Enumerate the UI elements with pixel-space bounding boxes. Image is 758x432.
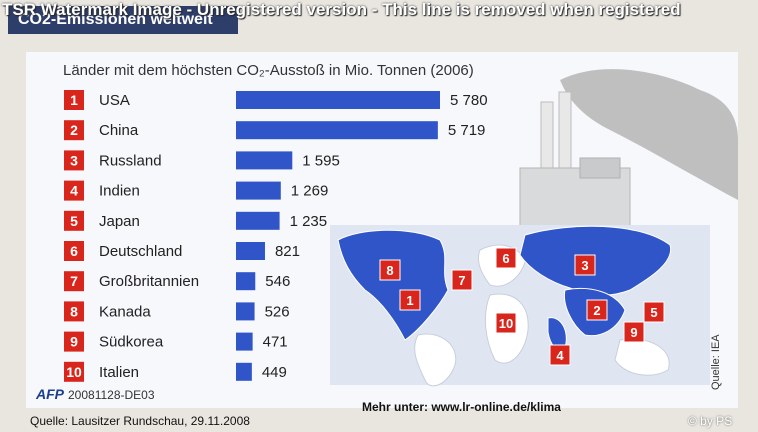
rank-badge — [64, 180, 84, 201]
map-rank-label: 6 — [502, 251, 509, 266]
map-rank-label: 9 — [630, 325, 637, 340]
rank-label: 2 — [70, 122, 78, 138]
value-label: 5 719 — [448, 122, 486, 139]
map-rank-badge — [399, 289, 421, 311]
category-label: Indien — [99, 183, 140, 200]
rank-badge — [64, 301, 84, 322]
map-markers: 1 2 3 4 5 6 7 8 9 10 — [379, 247, 665, 366]
smoke-cloud-shape — [560, 69, 738, 200]
header-band: CO2-Emissionen weltweit — [8, 6, 238, 34]
map-rank-label: 8 — [386, 263, 393, 278]
bar — [236, 151, 293, 170]
map-rank-label: 7 — [458, 273, 465, 288]
north-america-shape — [337, 229, 449, 341]
rank-badge — [64, 120, 84, 141]
category-label: Deutschland — [99, 243, 182, 260]
rank-badge — [64, 241, 84, 261]
rank-label: 9 — [70, 334, 78, 350]
map-rank-label: 10 — [499, 316, 513, 331]
rank-label: 6 — [70, 243, 78, 259]
value-label: 546 — [265, 273, 290, 290]
map-rank-badge — [379, 259, 401, 281]
chart-title: Länder mit dem höchsten CO₂-Ausstoß in M… — [63, 62, 474, 79]
map-rank-label: 1 — [406, 293, 413, 308]
bar — [236, 272, 256, 291]
rank-badge — [64, 210, 84, 231]
map-rank-badge — [574, 254, 596, 276]
value-label: 471 — [263, 334, 288, 351]
bar — [236, 362, 252, 381]
map-rank-badge — [623, 321, 645, 343]
category-label: Japan — [99, 213, 140, 230]
bar — [236, 181, 281, 200]
rank-label: 8 — [70, 303, 78, 319]
rank-badge — [64, 271, 84, 292]
value-label: 526 — [265, 303, 290, 320]
map-rank-label: 5 — [650, 305, 657, 320]
rank-label: 10 — [66, 364, 82, 380]
category-label: Kanada — [99, 303, 151, 320]
bar — [236, 121, 438, 140]
category-label: Italien — [99, 364, 139, 381]
value-label: 1 235 — [290, 213, 328, 230]
map-rank-badge — [495, 312, 517, 334]
map-rank-badge — [451, 269, 473, 291]
afp-logo: AFP — [36, 386, 64, 402]
afp-code: 20081128-DE03 — [68, 388, 155, 402]
rank-badge — [64, 90, 84, 110]
map-rank-label: 2 — [593, 303, 600, 318]
copyright-text: © by PS — [688, 414, 733, 428]
rank-badge — [64, 361, 84, 382]
map-rank-badge — [495, 247, 517, 269]
bar — [236, 211, 280, 230]
bar — [236, 332, 253, 351]
australia-shape — [614, 338, 670, 376]
south-america-shape — [414, 333, 457, 387]
rank-label: 7 — [70, 273, 78, 289]
source-credit: Quelle: IEA — [710, 334, 722, 390]
factory-roof — [579, 157, 621, 179]
rank-badge — [64, 150, 84, 171]
value-label: 821 — [275, 243, 300, 260]
category-label: China — [99, 122, 139, 139]
factory-illustration — [519, 69, 738, 239]
rank-badge — [64, 331, 84, 352]
value-label: 1 595 — [302, 152, 340, 169]
bar — [236, 242, 265, 260]
rank-label: 3 — [70, 152, 78, 168]
rank-label: 1 — [70, 92, 78, 108]
map-rank-label: 4 — [556, 348, 564, 363]
map-rank-badge — [643, 301, 665, 323]
map-rank-badge — [549, 344, 571, 366]
category-label: USA — [99, 92, 130, 109]
map-rank-badge — [586, 299, 608, 321]
value-label: 5 780 — [450, 92, 488, 109]
value-label: 1 269 — [291, 183, 329, 200]
category-label: Großbritannien — [99, 273, 199, 290]
afp-credit: AFP 20081128-DE03 — [36, 386, 155, 402]
watermark-text: TSR Watermark Image - Unregistered versi… — [2, 0, 681, 19]
more-info-link[interactable]: Mehr unter: www.lr-online.de/klima — [362, 400, 561, 414]
category-label: Südkorea — [99, 334, 164, 351]
rank-label: 4 — [70, 183, 78, 199]
bar — [236, 91, 440, 109]
value-label: 449 — [262, 364, 287, 381]
newspaper-source: Quelle: Lausitzer Rundschau, 29.11.2008 — [30, 414, 250, 428]
category-label: Russland — [99, 152, 162, 169]
map-rank-label: 3 — [581, 258, 588, 273]
rank-label: 5 — [70, 213, 78, 229]
bar — [236, 302, 255, 321]
